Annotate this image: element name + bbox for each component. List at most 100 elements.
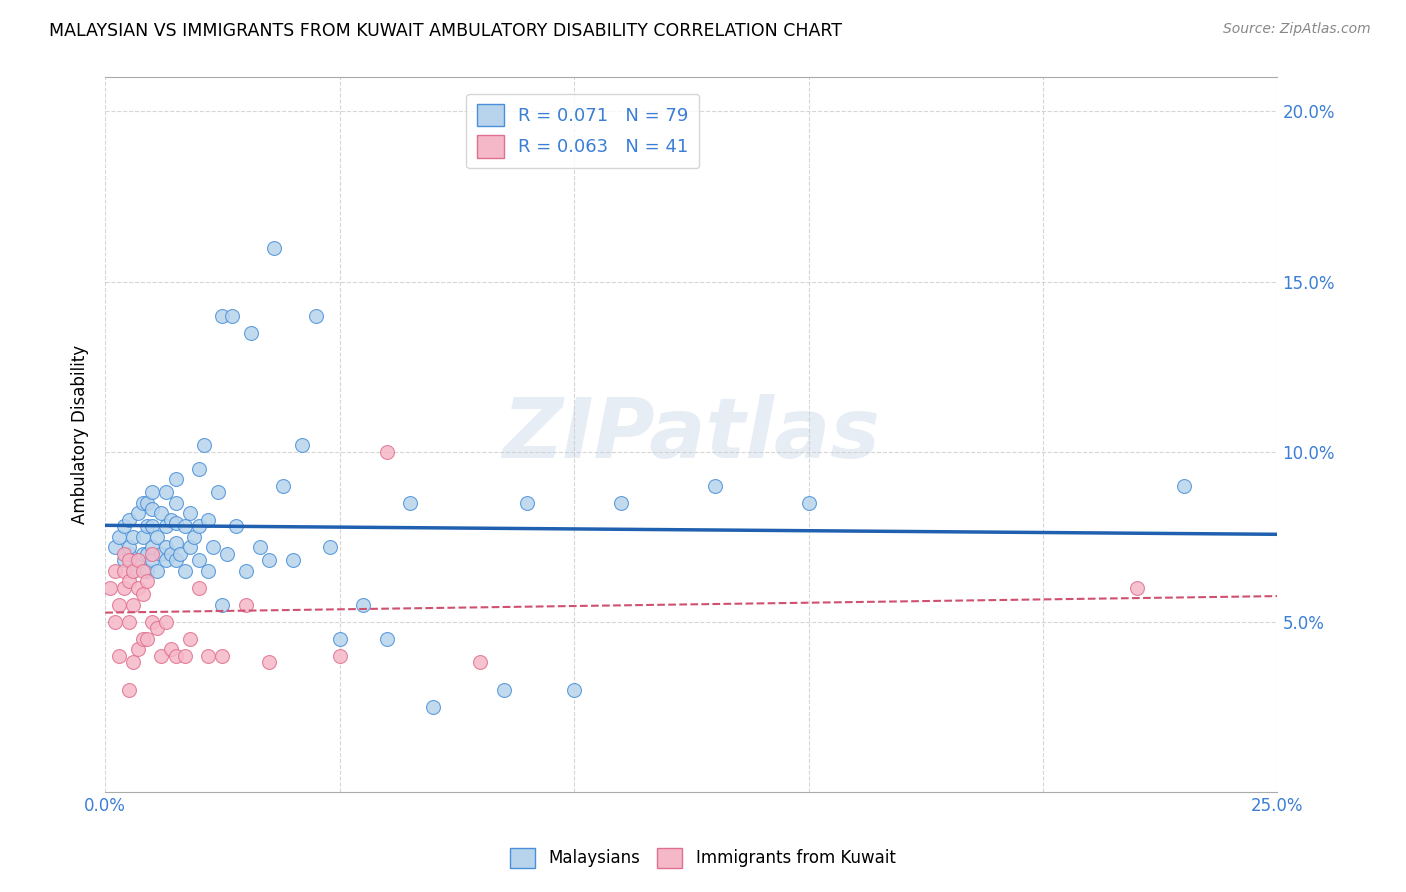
Point [108, 648, 131, 663]
Point [155, 615, 177, 629]
Point [141, 540, 163, 554]
Point [118, 615, 141, 629]
Point [179, 506, 201, 520]
Legend: R = 0.071   N = 79, R = 0.063   N = 41: R = 0.071 N = 79, R = 0.063 N = 41 [465, 94, 699, 169]
Point [112, 519, 135, 533]
Point [211, 648, 233, 663]
Point [132, 632, 155, 646]
Point [281, 553, 304, 567]
Point [1125, 581, 1147, 595]
Point [263, 240, 285, 254]
Point [211, 598, 233, 612]
Point [197, 564, 219, 578]
Point [118, 553, 141, 567]
Point [136, 495, 159, 509]
Point [165, 516, 187, 530]
Point [235, 564, 257, 578]
Point [141, 519, 163, 533]
Point [183, 530, 205, 544]
Point [225, 519, 247, 533]
Point [136, 547, 159, 561]
Point [155, 553, 177, 567]
Point [399, 495, 422, 509]
Point [193, 438, 215, 452]
Point [146, 622, 169, 636]
Point [118, 574, 141, 588]
Point [112, 581, 135, 595]
Point [197, 648, 219, 663]
Text: MALAYSIAN VS IMMIGRANTS FROM KUWAIT AMBULATORY DISABILITY CORRELATION CHART: MALAYSIAN VS IMMIGRANTS FROM KUWAIT AMBU… [49, 22, 842, 40]
Point [118, 513, 141, 527]
Point [165, 495, 187, 509]
Point [259, 553, 281, 567]
Point [422, 699, 444, 714]
Point [352, 598, 374, 612]
Point [141, 547, 163, 561]
Point [150, 506, 173, 520]
Point [108, 598, 131, 612]
Point [492, 682, 515, 697]
Point [127, 506, 149, 520]
Text: ZIPatlas: ZIPatlas [502, 394, 880, 475]
Point [155, 485, 177, 500]
Point [160, 547, 183, 561]
Point [188, 461, 211, 475]
Point [150, 547, 173, 561]
Point [249, 540, 271, 554]
Point [165, 553, 187, 567]
Point [375, 444, 398, 458]
Point [329, 648, 352, 663]
Point [470, 656, 492, 670]
Point [259, 656, 281, 670]
Point [108, 530, 131, 544]
Point [235, 598, 257, 612]
Point [146, 530, 169, 544]
Point [305, 309, 328, 323]
Point [239, 326, 262, 340]
Point [188, 581, 211, 595]
Legend: Malaysians, Immigrants from Kuwait: Malaysians, Immigrants from Kuwait [503, 841, 903, 875]
Point [127, 553, 149, 567]
Point [132, 547, 155, 561]
Point [104, 564, 127, 578]
Point [136, 574, 159, 588]
Point [112, 547, 135, 561]
Point [141, 553, 163, 567]
Point [188, 519, 211, 533]
Point [127, 581, 149, 595]
Point [141, 502, 163, 516]
Point [797, 495, 820, 509]
Point [127, 641, 149, 656]
Point [169, 547, 191, 561]
Point [141, 485, 163, 500]
Point [150, 648, 173, 663]
Point [165, 472, 187, 486]
Point [160, 513, 183, 527]
Point [155, 519, 177, 533]
Y-axis label: Ambulatory Disability: Ambulatory Disability [72, 345, 89, 524]
Point [112, 564, 135, 578]
Point [188, 553, 211, 567]
Point [329, 632, 352, 646]
Point [132, 587, 155, 601]
Point [197, 513, 219, 527]
Point [319, 540, 342, 554]
Point [211, 309, 233, 323]
Point [703, 478, 725, 492]
Point [122, 564, 145, 578]
Point [179, 540, 201, 554]
Point [132, 530, 155, 544]
Point [127, 553, 149, 567]
Point [122, 530, 145, 544]
Point [155, 540, 177, 554]
Point [174, 648, 197, 663]
Point [118, 540, 141, 554]
Point [562, 682, 585, 697]
Point [104, 615, 127, 629]
Point [174, 519, 197, 533]
Point [136, 564, 159, 578]
Point [132, 564, 155, 578]
Point [179, 632, 201, 646]
Point [610, 495, 633, 509]
Point [291, 438, 314, 452]
